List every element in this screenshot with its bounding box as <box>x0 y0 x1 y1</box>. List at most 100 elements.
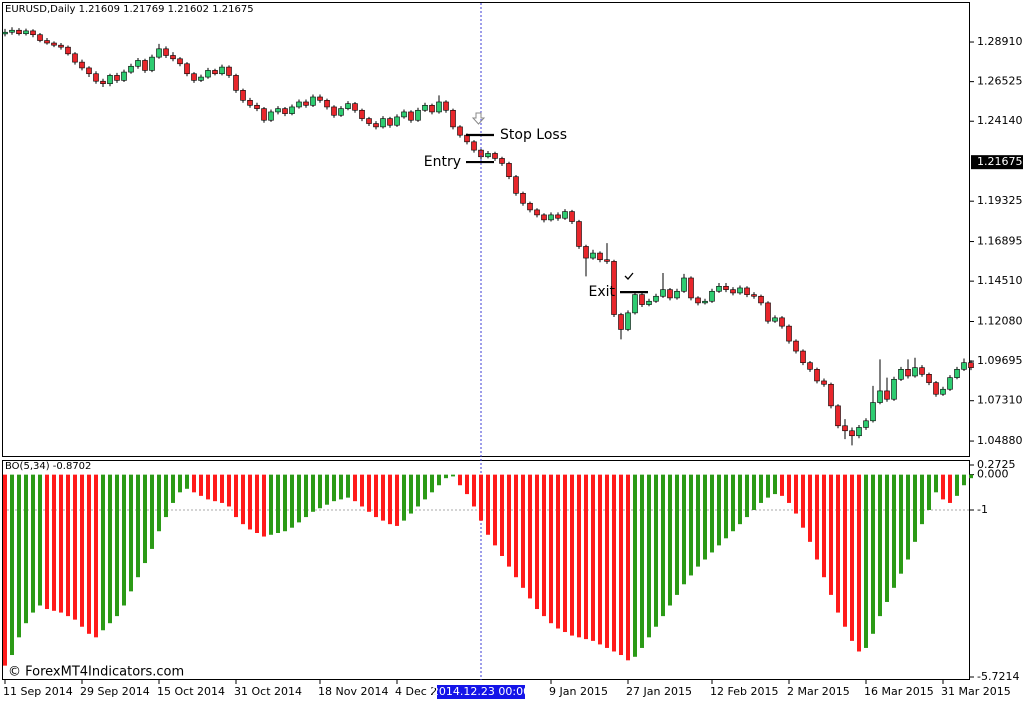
histogram-bar <box>871 474 875 634</box>
candle-body <box>541 214 547 221</box>
candle-body <box>667 289 673 299</box>
histogram-bar <box>521 474 525 588</box>
signal-icons <box>471 112 634 280</box>
candle-body <box>65 46 71 55</box>
histogram-bar <box>556 474 560 629</box>
candle-body <box>177 58 183 65</box>
candle-body <box>758 295 764 304</box>
candle-body <box>961 362 967 370</box>
candle-body <box>198 76 204 81</box>
histogram-bar <box>52 474 56 611</box>
histogram-bar <box>934 474 938 493</box>
histogram-bar <box>955 474 959 496</box>
candle-body <box>219 66 225 75</box>
histogram-bar <box>213 474 217 502</box>
candle-body <box>380 118 386 128</box>
histogram-bar <box>10 474 14 656</box>
histogram-bar <box>745 474 749 518</box>
candle-body <box>821 380 827 385</box>
histogram-bar <box>773 474 777 495</box>
candle-body <box>737 287 743 294</box>
candle-body <box>772 317 778 322</box>
histogram-bar <box>143 474 147 564</box>
histogram-bar <box>129 474 133 592</box>
current-price-box <box>971 155 1023 170</box>
candle-body <box>828 383 834 407</box>
candle-body <box>884 390 890 400</box>
histogram-bar <box>178 474 182 493</box>
histogram-bar <box>528 474 532 599</box>
candle-body <box>254 104 260 109</box>
annotation-label: Stop Loss <box>500 127 567 143</box>
candle-body <box>681 277 687 292</box>
candle-body <box>233 75 239 91</box>
y-tick-label: 1.09695 <box>977 354 1023 367</box>
candle-body <box>849 430 855 437</box>
histogram-bar <box>549 474 553 624</box>
candle-body <box>968 362 974 368</box>
histogram-bar <box>913 474 917 542</box>
y-tick-label: 1.07310 <box>977 394 1023 407</box>
candle-body <box>30 30 36 36</box>
histogram-bar <box>472 474 476 507</box>
histogram-bar <box>710 474 714 553</box>
histogram-bar <box>885 474 889 602</box>
histogram-bar <box>598 474 602 645</box>
candle-body <box>401 111 407 118</box>
candle-body <box>632 294 638 314</box>
histogram-bar <box>94 474 98 638</box>
histogram-bar <box>360 474 364 507</box>
histogram-bar <box>850 474 854 641</box>
histogram-bar <box>311 474 315 512</box>
histogram-bar <box>920 474 924 525</box>
candle-body <box>387 118 393 126</box>
histogram-bar <box>731 474 735 532</box>
x-tick-label: 18 Nov 2014 <box>318 685 388 698</box>
histogram-bar <box>661 474 665 617</box>
candle-body <box>471 141 477 151</box>
candle-body <box>954 369 960 378</box>
histogram-bar <box>437 474 441 486</box>
candle-body <box>786 325 792 342</box>
histogram-bar <box>703 474 707 560</box>
candle-body <box>373 123 379 128</box>
histogram-bar <box>318 474 322 509</box>
candle-body <box>940 388 946 395</box>
histogram-bar <box>612 474 616 652</box>
candle-body <box>282 108 288 114</box>
histogram-bar <box>374 474 378 518</box>
histogram-bar <box>416 474 420 507</box>
histogram-bar <box>724 474 728 539</box>
histogram-bar <box>304 474 308 518</box>
candle-body <box>933 382 939 395</box>
histogram-bar <box>465 474 469 495</box>
candle-body <box>597 252 603 261</box>
histogram-bar <box>717 474 721 546</box>
histogram-bar <box>423 474 427 500</box>
histogram-bar <box>206 474 210 500</box>
histogram-bar <box>381 474 385 521</box>
y-tick-label: -5.7214 <box>977 670 1019 683</box>
histogram-bar <box>815 474 819 560</box>
candle-body <box>569 211 575 222</box>
candle-body <box>408 111 414 121</box>
histogram-bar <box>829 474 833 595</box>
candle-body <box>226 66 232 76</box>
histogram-bar <box>38 474 42 606</box>
candle-body <box>534 209 540 216</box>
candle-body <box>639 294 645 305</box>
histogram-bar <box>822 474 826 578</box>
histogram-bar <box>962 474 966 486</box>
candle-body <box>296 101 302 108</box>
histogram-bar <box>353 474 357 502</box>
x-tick-label: 29 Sep 2014 <box>80 685 150 698</box>
candle-body <box>2 31 8 35</box>
histogram-bar <box>507 474 511 567</box>
y-tick-label: 1.19325 <box>977 194 1023 207</box>
x-tick-label: 16 Mar 2015 <box>864 685 934 698</box>
candle-body <box>695 297 701 304</box>
histogram-bar <box>297 474 301 523</box>
histogram-bar <box>584 474 588 640</box>
candle-body <box>674 290 680 299</box>
histogram-bar <box>80 474 84 627</box>
